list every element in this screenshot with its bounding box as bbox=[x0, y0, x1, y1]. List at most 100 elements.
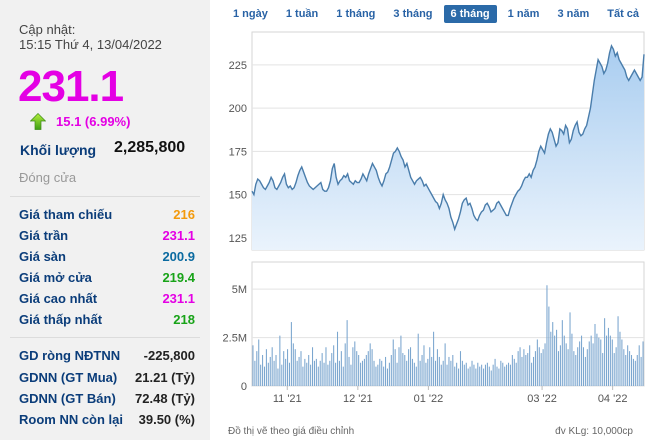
volume-bar bbox=[292, 343, 294, 387]
price-row-low: Giá thấp nhất 218 bbox=[19, 309, 195, 329]
tab-1-month[interactable]: 1 tháng bbox=[336, 8, 376, 20]
volume-bar bbox=[394, 349, 396, 386]
price-volume-chart: 125 150 175 200 225 0 2.5M 5M 11 '21 12 '21 01 '… bbox=[223, 31, 645, 437]
volume-bar bbox=[630, 355, 633, 386]
volume-bar bbox=[373, 360, 375, 386]
volume-bars bbox=[252, 285, 644, 387]
volume-bar bbox=[288, 362, 290, 386]
volume-bar bbox=[519, 347, 521, 386]
volume-bar bbox=[390, 355, 392, 386]
foreign-room-value: 39.50 (%) bbox=[138, 411, 195, 427]
volume-bar bbox=[563, 335, 565, 387]
volume-bar bbox=[561, 320, 563, 387]
volume-bar bbox=[448, 356, 450, 386]
divider bbox=[10, 196, 200, 197]
volume-bar bbox=[336, 331, 339, 386]
open-price-value: 219.4 bbox=[162, 269, 195, 285]
volume-bar bbox=[446, 364, 448, 386]
volume-bar bbox=[294, 349, 296, 386]
volume-bar bbox=[352, 347, 354, 386]
volume-bar bbox=[325, 347, 327, 386]
volume-bar bbox=[477, 362, 479, 386]
volume-bar bbox=[375, 366, 377, 387]
tab-1-day[interactable]: 1 ngày bbox=[233, 8, 268, 20]
volume-bar bbox=[348, 356, 350, 386]
volume-bar bbox=[277, 368, 279, 386]
volume-bar bbox=[532, 356, 535, 386]
volume-unit-note: đv KLg: 10,000cp bbox=[555, 426, 633, 437]
volume-bar bbox=[306, 362, 308, 386]
range-tabs: 1 ngày 1 tuần 1 tháng 3 tháng 6 tháng 1 … bbox=[226, 4, 650, 24]
volume-bar bbox=[371, 349, 373, 386]
volume-bar bbox=[504, 366, 506, 387]
volume-gridlines bbox=[252, 288, 644, 387]
volume-bar bbox=[404, 355, 406, 386]
volume-bar bbox=[509, 364, 511, 386]
volume-bar bbox=[517, 351, 519, 387]
volume-bar bbox=[586, 349, 588, 386]
tab-1-year[interactable]: 1 năm bbox=[507, 8, 540, 20]
volume-bar bbox=[354, 341, 356, 386]
volume-bar bbox=[406, 360, 408, 386]
volume-bar bbox=[275, 355, 277, 386]
volume-bar bbox=[415, 366, 417, 387]
volume-bar bbox=[619, 331, 621, 386]
volume-bar bbox=[417, 333, 419, 386]
volume-bar bbox=[636, 355, 638, 386]
divider bbox=[10, 337, 200, 338]
volume-bar bbox=[596, 333, 598, 386]
foreign-net-label: GD ròng NĐTNN bbox=[19, 347, 121, 363]
volume-bar bbox=[571, 333, 573, 386]
volume-bar bbox=[598, 337, 600, 386]
volume-bar bbox=[260, 364, 262, 386]
volume-bar bbox=[444, 343, 446, 387]
tab-3-years[interactable]: 3 năm bbox=[557, 8, 590, 20]
ceiling-price-value: 231.1 bbox=[162, 227, 195, 243]
volume-bar bbox=[529, 345, 531, 386]
volume-bar bbox=[319, 360, 321, 386]
volume-bar bbox=[552, 322, 554, 386]
volume-bar bbox=[627, 345, 629, 386]
volume-bar bbox=[438, 356, 440, 386]
volume-bar bbox=[490, 370, 492, 386]
volume-bar bbox=[617, 316, 619, 386]
price-line bbox=[251, 43, 645, 232]
volume-bar bbox=[258, 339, 260, 386]
volume-bar bbox=[323, 362, 325, 386]
tab-3-months[interactable]: 3 tháng bbox=[393, 8, 433, 20]
volume-bar bbox=[427, 358, 429, 387]
volume-bar bbox=[263, 366, 266, 387]
price-y-tick-label: 125 bbox=[229, 233, 247, 245]
volume-bar bbox=[269, 356, 271, 386]
volume-bar bbox=[333, 345, 335, 386]
volume-bar bbox=[413, 362, 415, 386]
volume-bar bbox=[298, 356, 300, 386]
price-area bbox=[252, 45, 644, 251]
tab-6-months[interactable]: 6 tháng bbox=[443, 5, 497, 23]
volume-bar bbox=[329, 360, 331, 386]
volume-bar bbox=[548, 306, 550, 386]
volume-bar bbox=[273, 360, 275, 386]
price-y-tick-label: 150 bbox=[229, 190, 247, 202]
volume-bar bbox=[607, 327, 609, 387]
price-y-tick-label: 225 bbox=[229, 60, 247, 72]
foreign-buy-value: 21.21 (Tỷ) bbox=[135, 369, 195, 385]
x-tick-label: 03 '22 bbox=[527, 393, 557, 405]
volume-bar bbox=[379, 358, 381, 387]
tab-1-week[interactable]: 1 tuần bbox=[285, 8, 319, 20]
volume-bar bbox=[423, 345, 425, 386]
volume-bar bbox=[613, 353, 615, 386]
volume-bar bbox=[463, 364, 465, 386]
volume-bar bbox=[425, 362, 427, 386]
volume-bar bbox=[590, 335, 592, 387]
volume-bar bbox=[360, 362, 362, 386]
volume-bar bbox=[410, 347, 412, 386]
floor-price-value: 200.9 bbox=[162, 248, 195, 264]
volume-bar bbox=[363, 358, 365, 387]
volume-bar bbox=[565, 343, 567, 387]
volume-bar bbox=[254, 360, 256, 386]
volume-bar bbox=[313, 360, 315, 386]
tab-all[interactable]: Tất cả bbox=[607, 8, 640, 20]
volume-bar bbox=[508, 362, 510, 386]
volume-bar bbox=[465, 362, 467, 386]
